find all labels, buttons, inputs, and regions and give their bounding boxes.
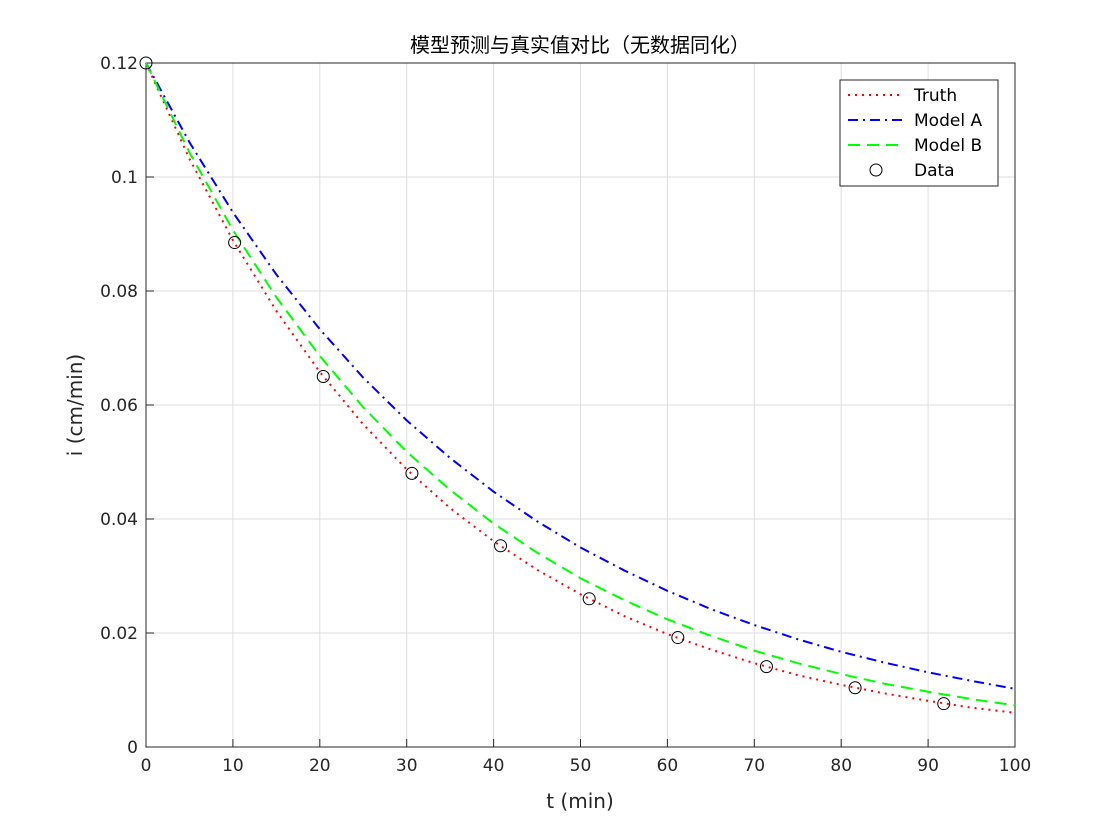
ticks: 0 10 20 30 40 50 60 70 80 90 100 0 0.02 0.04 0.06 0.08 0… [100, 54, 1031, 776]
legend-box [839, 79, 999, 187]
x-tick-label: 100 [999, 756, 1031, 776]
data-point [848, 681, 862, 695]
x-tick-label: 50 [570, 756, 592, 776]
y-tick-label: 0.04 [100, 510, 138, 530]
legend: Truth Model A Model B Data [839, 79, 999, 187]
x-axis-title: t (min) [546, 789, 614, 813]
data-point [316, 370, 330, 383]
y-axis-title: i (cm/min) [63, 354, 87, 456]
y-tick-label: 0.06 [100, 396, 138, 416]
series-line-model-b [145, 62, 1016, 707]
x-tick-label: 20 [309, 756, 331, 776]
data-point [759, 660, 773, 674]
series [139, 56, 1016, 714]
y-tick-label: 0.12 [100, 54, 138, 74]
data-point [228, 236, 242, 250]
x-tick-label: 60 [657, 756, 679, 776]
data-point [139, 56, 153, 70]
y-tick-label: 0.1 [111, 168, 138, 188]
data-point [494, 539, 508, 553]
x-tick-label: 80 [830, 756, 852, 776]
legend-label: Truth [913, 86, 957, 106]
x-tick-label: 40 [483, 756, 505, 776]
legend-label: Data [914, 161, 955, 181]
series-line-model-a [145, 62, 1016, 690]
x-tick-label: 0 [141, 756, 152, 776]
x-tick-label: 70 [743, 756, 765, 776]
legend-marker [869, 163, 883, 177]
y-tick-label: 0.02 [100, 624, 138, 644]
data-point [405, 466, 419, 480]
data-point [937, 697, 951, 711]
series-line-truth [145, 62, 1016, 714]
x-tick-label: 90 [917, 756, 939, 776]
data-point [582, 592, 596, 606]
data-point [671, 631, 685, 645]
y-tick-label: 0 [127, 738, 138, 758]
y-tick-label: 0.08 [100, 282, 138, 302]
legend-label: Model B [914, 136, 982, 156]
x-tick-label: 30 [396, 756, 418, 776]
x-tick-label: 10 [222, 756, 244, 776]
legend-label: Model A [914, 111, 982, 131]
chart-title: 模型预测与真实值对比（无数据同化） [410, 33, 750, 57]
